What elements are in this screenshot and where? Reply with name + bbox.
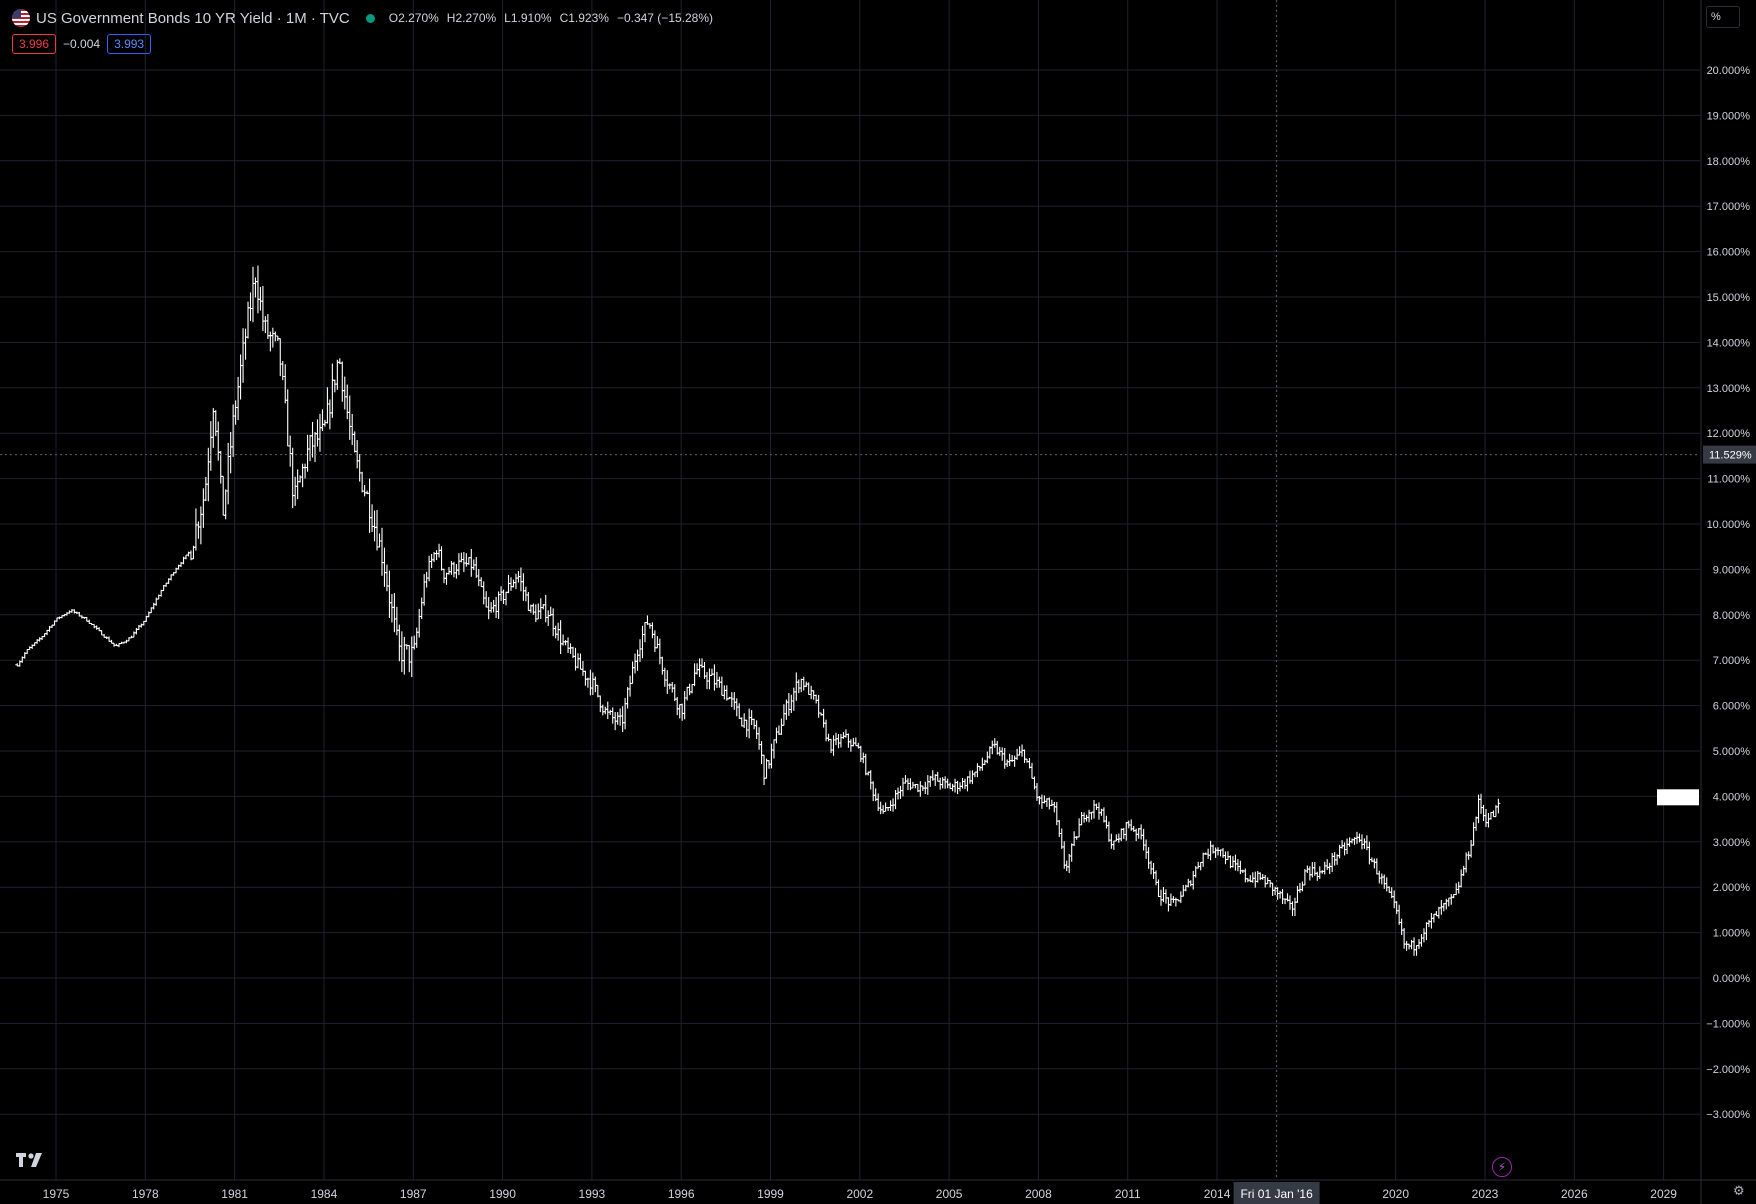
x-tick-label: 1984 xyxy=(311,1187,338,1201)
ohlc-low: L1.910% xyxy=(504,11,552,25)
y-tick-label: 11.000% xyxy=(1707,474,1750,486)
tradingview-logo-icon[interactable] xyxy=(15,1150,47,1170)
unit-button[interactable]: % xyxy=(1706,6,1740,28)
crosshair-price-text: 11.529% xyxy=(1709,450,1752,462)
x-tick-label: 1987 xyxy=(400,1187,427,1201)
y-tick-label: 4.000% xyxy=(1713,791,1751,803)
y-tick-label: 12.000% xyxy=(1707,428,1751,440)
x-tick-label: 2005 xyxy=(936,1187,963,1201)
x-tick-label: 1990 xyxy=(489,1187,516,1201)
y-tick-label: 2.000% xyxy=(1713,882,1751,894)
y-tick-label: 0.000% xyxy=(1713,973,1751,985)
price-axis[interactable]: 20.000% 19.000% 18.000% 17.000% 16.000% 15.00… xyxy=(1706,65,1750,1121)
x-tick-label: 2008 xyxy=(1025,1187,1052,1201)
y-tick-label: 18.000% xyxy=(1707,156,1751,168)
x-tick-label: 1993 xyxy=(579,1187,606,1201)
y-tick-label: −3.000% xyxy=(1706,1109,1750,1121)
y-tick-label: 16.000% xyxy=(1707,247,1751,259)
x-tick-label: 2029 xyxy=(1650,1187,1677,1201)
price-bars[interactable] xyxy=(15,265,1501,956)
ohlc-open: O2.270% xyxy=(388,11,439,25)
crosshair-price-label: 11.529% xyxy=(1703,445,1756,464)
y-tick-label: 10.000% xyxy=(1707,519,1751,531)
y-tick-label: 9.000% xyxy=(1713,564,1751,576)
y-tick-label: 14.000% xyxy=(1707,337,1751,349)
x-tick-label: 2011 xyxy=(1115,1187,1141,1201)
last-price-marker xyxy=(1657,789,1699,806)
y-tick-label: −1.000% xyxy=(1706,1018,1750,1030)
x-tick-label: 1978 xyxy=(132,1187,159,1201)
y-tick-label: 5.000% xyxy=(1713,746,1751,758)
lightning-icon[interactable]: ⚡ xyxy=(1492,1157,1512,1177)
y-tick-label: 19.000% xyxy=(1707,110,1751,122)
x-tick-label: 2023 xyxy=(1472,1187,1499,1201)
market-status-icon xyxy=(365,13,375,23)
y-tick-label: 3.000% xyxy=(1713,837,1751,849)
symbol-legend[interactable]: US Government Bonds 10 YR Yield · 1M · T… xyxy=(12,7,721,29)
crosshair-date-label: Fri 01 Jan '16 xyxy=(1233,1182,1320,1204)
x-tick-label: 1999 xyxy=(757,1187,784,1201)
ask-price-button[interactable]: 3.993 xyxy=(107,34,152,54)
y-tick-label: 7.000% xyxy=(1713,655,1751,667)
y-tick-label: 20.000% xyxy=(1707,65,1751,77)
ohlc-high: H2.270% xyxy=(446,11,497,25)
ohlc-change: −0.347 (−15.28%) xyxy=(616,11,714,25)
x-tick-label: 1975 xyxy=(43,1187,70,1201)
y-tick-label: 1.000% xyxy=(1713,928,1751,940)
y-tick-label: 17.000% xyxy=(1707,201,1751,213)
y-tick-label: 13.000% xyxy=(1707,383,1751,395)
crosshair-date-text: Fri 01 Jan '16 xyxy=(1240,1187,1313,1201)
y-tick-label: 8.000% xyxy=(1713,610,1751,622)
x-tick-label: 2020 xyxy=(1382,1187,1409,1201)
ohlc-bar xyxy=(1496,798,1501,814)
symbol-title[interactable]: US Government Bonds 10 YR Yield · 1M · T… xyxy=(36,9,350,27)
us-flag-icon xyxy=(12,9,30,27)
x-tick-label: 2014 xyxy=(1204,1187,1231,1201)
x-tick-label: 1996 xyxy=(668,1187,695,1201)
quote-panel: 3.996 −0.004 3.993 xyxy=(12,34,152,54)
y-tick-label: 15.000% xyxy=(1707,292,1751,304)
x-tick-label: 2002 xyxy=(846,1187,873,1201)
x-tick-label: 1981 xyxy=(221,1187,248,1201)
bid-price-button[interactable]: 3.996 xyxy=(12,34,57,54)
time-axis[interactable]: 1975 1978 1981 1984 1987 1990 1993 1996 1999 2002… xyxy=(43,1187,1678,1201)
spread-value: −0.004 xyxy=(63,37,101,51)
ohlc-close: C1.923% xyxy=(559,11,609,25)
y-tick-label: −2.000% xyxy=(1706,1064,1750,1076)
grid-lines xyxy=(0,0,1700,1180)
x-tick-label: 2026 xyxy=(1561,1187,1588,1201)
y-tick-label: 6.000% xyxy=(1713,701,1751,713)
gear-icon[interactable]: ⚙ xyxy=(1733,1183,1745,1198)
